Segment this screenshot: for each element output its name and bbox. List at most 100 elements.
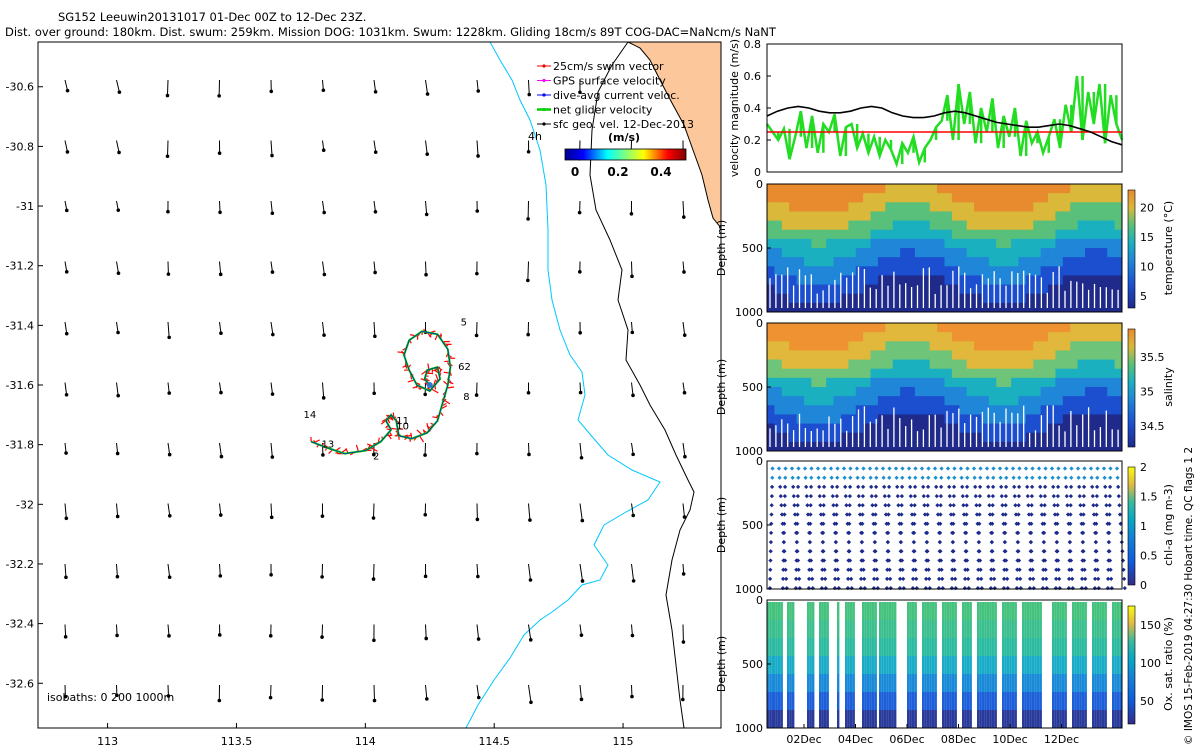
section-cell [855, 350, 864, 361]
chla-point [834, 512, 839, 517]
section-cell [951, 350, 960, 361]
oxygen-cell [922, 638, 925, 647]
section-cell [937, 211, 945, 222]
oxygen-cell [934, 656, 937, 665]
oxygen-cell [1094, 692, 1097, 701]
oxygen-cell [775, 647, 778, 656]
section-cell [848, 359, 857, 370]
section-cell [1048, 229, 1056, 240]
oxygen-cell [992, 629, 995, 638]
oxygen-cell [780, 674, 783, 683]
section-cell [944, 220, 953, 231]
y-tick-label: 1000 [735, 445, 763, 458]
section-cell [1048, 441, 1056, 452]
chla-point [834, 493, 840, 499]
chla-point [989, 530, 995, 536]
oxygen-cell [964, 665, 967, 674]
section-cell [922, 368, 931, 379]
section-cell [848, 257, 857, 267]
chla-point [961, 503, 966, 508]
oxygen-cell [769, 611, 772, 620]
geo-velocity-arrowhead [683, 454, 687, 459]
oxygen-cell [847, 683, 850, 692]
section-cell [1107, 211, 1116, 222]
section-cell [1040, 359, 1049, 370]
oxygen-cell [891, 701, 894, 710]
section-cell [1099, 332, 1108, 342]
section-cell [826, 332, 835, 342]
section-cell [974, 184, 982, 194]
section-cell [1085, 202, 1093, 212]
oxygen-cell [807, 602, 810, 611]
geo-velocity-arrow [219, 200, 221, 213]
section-cell [944, 257, 953, 267]
section-cell [996, 405, 1005, 415]
section-cell [870, 238, 879, 249]
oxygen-cell [807, 710, 810, 719]
section-cell [1107, 248, 1116, 258]
chla-point [767, 585, 773, 591]
section-cell [1048, 377, 1056, 388]
oxygen-cell [984, 620, 987, 629]
oxygen-cell [845, 710, 848, 719]
oxygen-cell [891, 710, 894, 719]
oxygen-cell [821, 629, 824, 638]
oxygen-cell [1079, 629, 1082, 638]
section-cell [1107, 350, 1116, 361]
oxygen-cell [932, 602, 935, 611]
section-cell [974, 414, 982, 425]
oxygen-cell [942, 620, 945, 629]
oxygen-cell [924, 674, 927, 683]
section-cell [1107, 202, 1116, 212]
section-cell [1011, 441, 1019, 452]
chla-point [795, 503, 800, 508]
section-cell [1114, 238, 1123, 249]
oxygen-cell [1037, 647, 1040, 656]
chla-point [997, 466, 1003, 471]
oxygen-cell [812, 719, 815, 728]
chla-point [828, 466, 834, 471]
oxygen-cell [874, 629, 877, 638]
oxygen-cell [914, 656, 917, 665]
oxygen-cell [989, 692, 992, 701]
chla-point [1101, 466, 1107, 471]
oxygen-cell [912, 701, 915, 710]
oxygen-cell [845, 665, 848, 674]
chla-point [1106, 549, 1111, 554]
section-cell [811, 396, 820, 406]
chla-point [769, 512, 774, 517]
chla-point [884, 585, 890, 591]
oxygen-cell [1059, 656, 1062, 665]
section-cell [892, 193, 901, 203]
geo-velocity-arrow [270, 442, 273, 458]
section-cell [870, 323, 879, 333]
section-cell [789, 202, 798, 212]
section-cell [803, 387, 812, 397]
oxygen-cell [780, 620, 783, 629]
oxygen-cell [872, 710, 875, 719]
section-cell [1033, 414, 1042, 425]
oxygen-cell [927, 710, 930, 719]
section-cell [840, 368, 849, 379]
section-cell [1018, 293, 1027, 304]
chla-point [940, 576, 945, 582]
y-tick-label: 0.8 [744, 38, 762, 51]
oxygen-cell [837, 719, 840, 728]
section-cell [833, 387, 842, 397]
oxygen-cell [1012, 683, 1015, 692]
section-cell [1025, 368, 1034, 379]
section-cell [951, 293, 960, 304]
oxygen-cell [809, 602, 812, 611]
oxygen-cell [886, 638, 889, 647]
section-cell [855, 423, 864, 434]
oxygen-cell [812, 602, 815, 611]
section-cell [1011, 387, 1019, 397]
current-track [311, 330, 451, 454]
section-cell [937, 396, 945, 406]
chla-point [1068, 484, 1074, 490]
oxygen-cell [952, 647, 955, 656]
section-cell [1025, 341, 1034, 351]
section-cell [1062, 184, 1071, 194]
chla-point [938, 512, 943, 517]
